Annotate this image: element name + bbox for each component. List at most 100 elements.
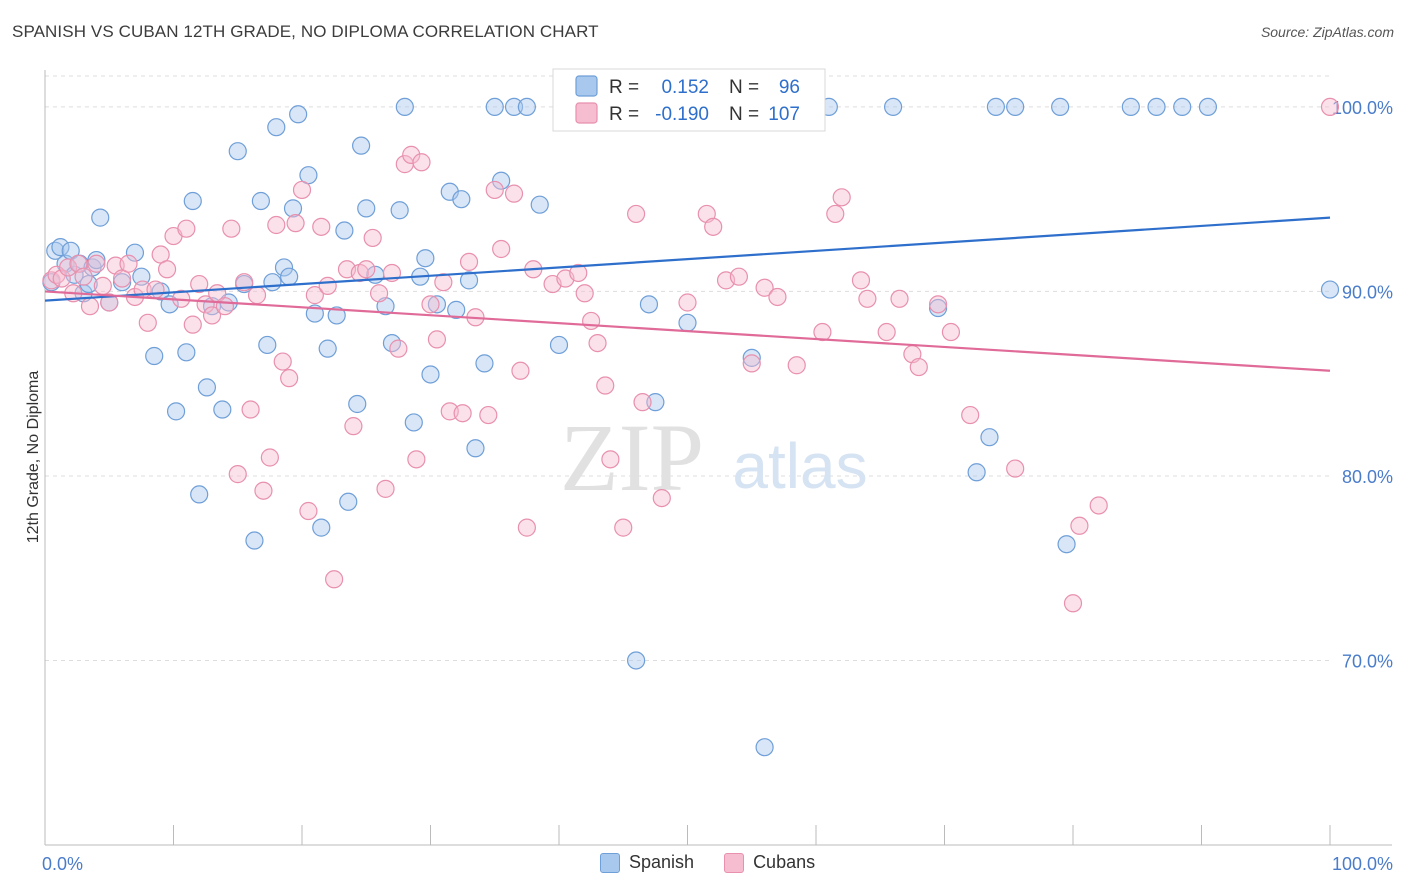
cuban-point: [318, 276, 337, 295]
cuban-point: [729, 267, 749, 286]
cuban-point: [626, 204, 646, 224]
cuban-point: [582, 311, 601, 331]
spanish-point: [466, 439, 485, 458]
legend-item-cubans: Cubans: [724, 852, 815, 873]
cuban-point: [305, 286, 324, 305]
spanish-point: [1173, 97, 1192, 117]
spanish-point: [967, 463, 986, 482]
cuban-point: [273, 352, 292, 371]
cuban-point: [100, 293, 119, 312]
legend-cubans-n-label: N =: [729, 104, 759, 125]
spanish-point: [1320, 280, 1340, 299]
y-axis-label: 12th Grade, No Diploma: [25, 371, 42, 544]
spanish-point: [125, 243, 145, 262]
legend-cubans-r-label: R =: [609, 104, 639, 125]
cuban-point: [479, 405, 498, 425]
cuban-point: [787, 356, 806, 375]
spanish-point: [678, 313, 697, 332]
cuban-point: [453, 404, 472, 423]
y-tick-label: 80.0%: [1342, 467, 1393, 487]
watermark-atlas: atlas: [732, 430, 867, 502]
spanish-point: [357, 199, 376, 218]
cuban-point: [851, 271, 871, 290]
spanish-point: [883, 97, 903, 117]
legend-swatch-spanish: [600, 852, 620, 873]
cuban-point: [485, 180, 504, 200]
cuban-point: [678, 293, 697, 312]
cuban-point: [1070, 516, 1089, 535]
cuban-point: [858, 289, 877, 308]
cuban-point: [504, 184, 524, 203]
cuban-point: [280, 369, 299, 388]
trend-layer: [44, 216, 1331, 372]
spanish-point: [427, 295, 447, 314]
spanish-point: [1006, 97, 1025, 117]
cuban-point: [569, 263, 588, 283]
spanish-point: [549, 335, 569, 355]
spanish-point: [530, 195, 549, 214]
cuban-point: [183, 315, 202, 334]
spanish-point: [1051, 97, 1070, 117]
spanish-point: [327, 306, 346, 325]
legend-spanish-n-value: 96: [779, 77, 800, 98]
spanish-point: [318, 339, 337, 358]
cuban-point: [344, 417, 363, 436]
cuban-point: [652, 488, 671, 508]
spanish-point: [1147, 97, 1166, 117]
cuban-point: [87, 254, 106, 273]
cuban-point: [459, 252, 479, 272]
legend-cubans-swatch: [575, 102, 598, 124]
cuban-point: [389, 339, 408, 358]
y-tick-label: 70.0%: [1342, 651, 1393, 671]
cuban-point: [286, 214, 305, 233]
cuban-point: [633, 393, 652, 412]
cuban-point: [407, 450, 426, 469]
legend-spanish-r-value: 0.152: [661, 77, 709, 98]
legend-swatch-cubans: [724, 852, 745, 873]
legend-top: R = 0.152 N = 96 R = -0.190 N = 107: [552, 68, 826, 132]
cuban-point: [1320, 97, 1340, 117]
spanish-point: [742, 348, 761, 367]
spanish-point: [183, 191, 202, 211]
cuban-point: [312, 217, 331, 236]
axes-layer: 100.0% 90.0% 80.0% 70.0% 0.0% 100.0%: [42, 70, 1393, 874]
spanish-point: [251, 191, 270, 211]
source-label: Source: ZipAtlas.com: [1260, 24, 1394, 40]
spanish-point: [639, 295, 659, 314]
cuban-point: [1089, 496, 1108, 515]
cuban-point: [890, 289, 909, 308]
y-tick-label: 100.0%: [1332, 98, 1393, 118]
cuban-point: [119, 254, 138, 273]
cuban-point: [222, 219, 241, 238]
cuban-point: [59, 258, 78, 277]
cuban-point: [325, 570, 344, 589]
cuban-point: [292, 180, 312, 200]
cuban-point: [596, 376, 615, 395]
cuban-point: [961, 405, 980, 425]
spanish-point: [348, 394, 367, 414]
cuban-point: [267, 215, 286, 235]
spanish-point: [245, 531, 264, 550]
cuban-point: [601, 450, 620, 469]
cuban-point: [177, 219, 196, 238]
spanish-point: [283, 199, 303, 218]
cuban-point: [742, 354, 761, 373]
spanish-point: [1057, 535, 1076, 554]
spanish-point: [339, 492, 358, 511]
cuban-point: [260, 448, 279, 467]
spanish-point: [390, 201, 409, 220]
cuban-point: [247, 286, 267, 305]
spanish-point: [1121, 97, 1140, 117]
legend-item-spanish: Spanish: [600, 852, 694, 873]
cuban-point: [909, 357, 928, 377]
cuban-point: [517, 518, 536, 537]
cuban-point: [228, 465, 247, 484]
cuban-point: [146, 280, 165, 299]
spanish-point: [447, 300, 466, 319]
x-tick-label: 0.0%: [42, 854, 83, 874]
cuban-point: [157, 260, 177, 279]
x-tick-label: 100.0%: [1332, 854, 1393, 874]
spanish-point: [312, 518, 331, 537]
cuban-point: [614, 518, 633, 537]
